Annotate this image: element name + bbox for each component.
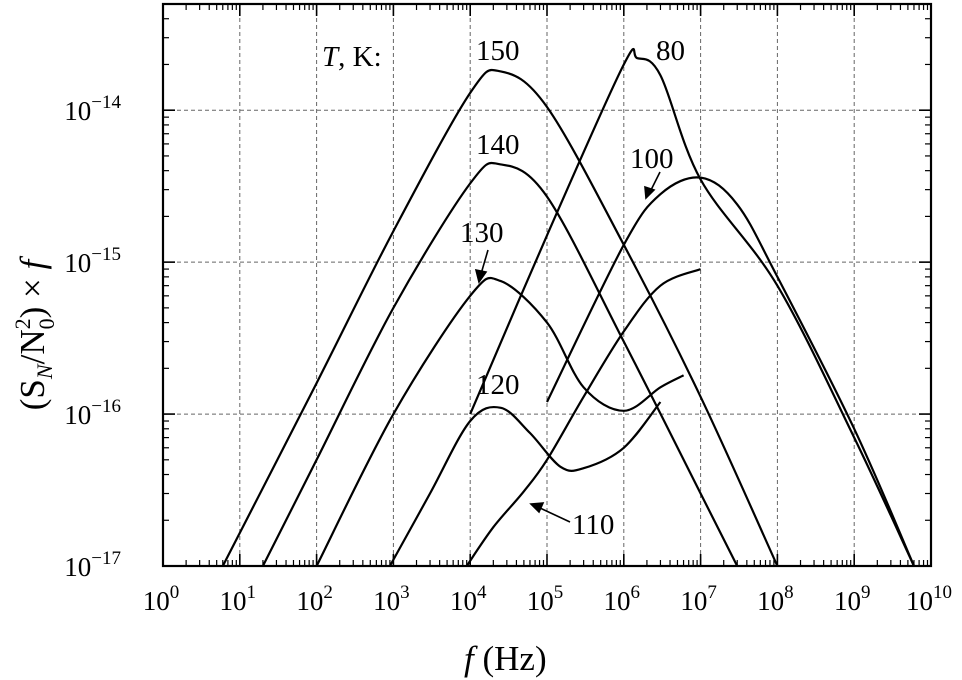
series-line-150 (221, 68, 779, 567)
y-tick-label: 10−15 (64, 244, 121, 278)
curve-label-100: 100 (630, 143, 674, 175)
curve-label-80: 80 (656, 35, 685, 67)
annotation-arrows (474, 171, 661, 523)
x-axis-title: f (Hz) (464, 639, 547, 678)
curve-label-120: 120 (476, 369, 520, 401)
x-tick-label: 102 (296, 582, 333, 616)
series-line-100 (546, 176, 916, 567)
x-tick-label: 104 (450, 582, 487, 616)
tick-labels: 100 101 102 103 104 105 106 107 108 109 1010 10−17 1… (64, 92, 952, 616)
grid-lines (163, 4, 931, 566)
series-line-120 (388, 401, 662, 567)
curve-label-110: 110 (572, 509, 614, 541)
series-line-130 (315, 276, 685, 567)
x-tick-label: 109 (834, 582, 871, 616)
y-tick-label: 10−16 (64, 396, 121, 430)
series-line-80 (469, 47, 915, 567)
x-tick-label: 103 (373, 582, 410, 616)
curve-label-150: 150 (476, 35, 520, 67)
x-tick-label: 101 (220, 582, 256, 616)
curve-label-130: 130 (460, 217, 504, 249)
x-tick-label: 107 (680, 582, 717, 616)
legend-title: T, K: (322, 41, 382, 73)
x-tick-label: 105 (527, 582, 564, 616)
series-line-140 (261, 161, 739, 567)
x-tick-label: 108 (757, 582, 794, 616)
y-tick-label: 10−14 (64, 92, 121, 126)
series-line-110 (465, 268, 702, 567)
x-tick-label: 100 (143, 582, 180, 616)
data-curves (221, 47, 916, 567)
y-tick-label: 10−17 (64, 548, 121, 582)
curve-label-140: 140 (476, 129, 520, 161)
axis-ticks (162, 3, 932, 567)
x-tick-label: 106 (604, 582, 641, 616)
y-axis-title: (SN/N20) × f (10, 256, 59, 411)
x-tick-label: 1010 (906, 582, 952, 616)
